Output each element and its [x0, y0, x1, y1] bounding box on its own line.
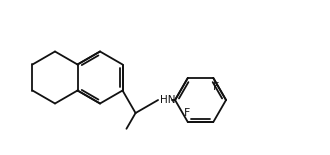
Text: F: F: [213, 82, 219, 92]
Text: F: F: [184, 108, 190, 118]
Text: HN: HN: [160, 95, 175, 105]
